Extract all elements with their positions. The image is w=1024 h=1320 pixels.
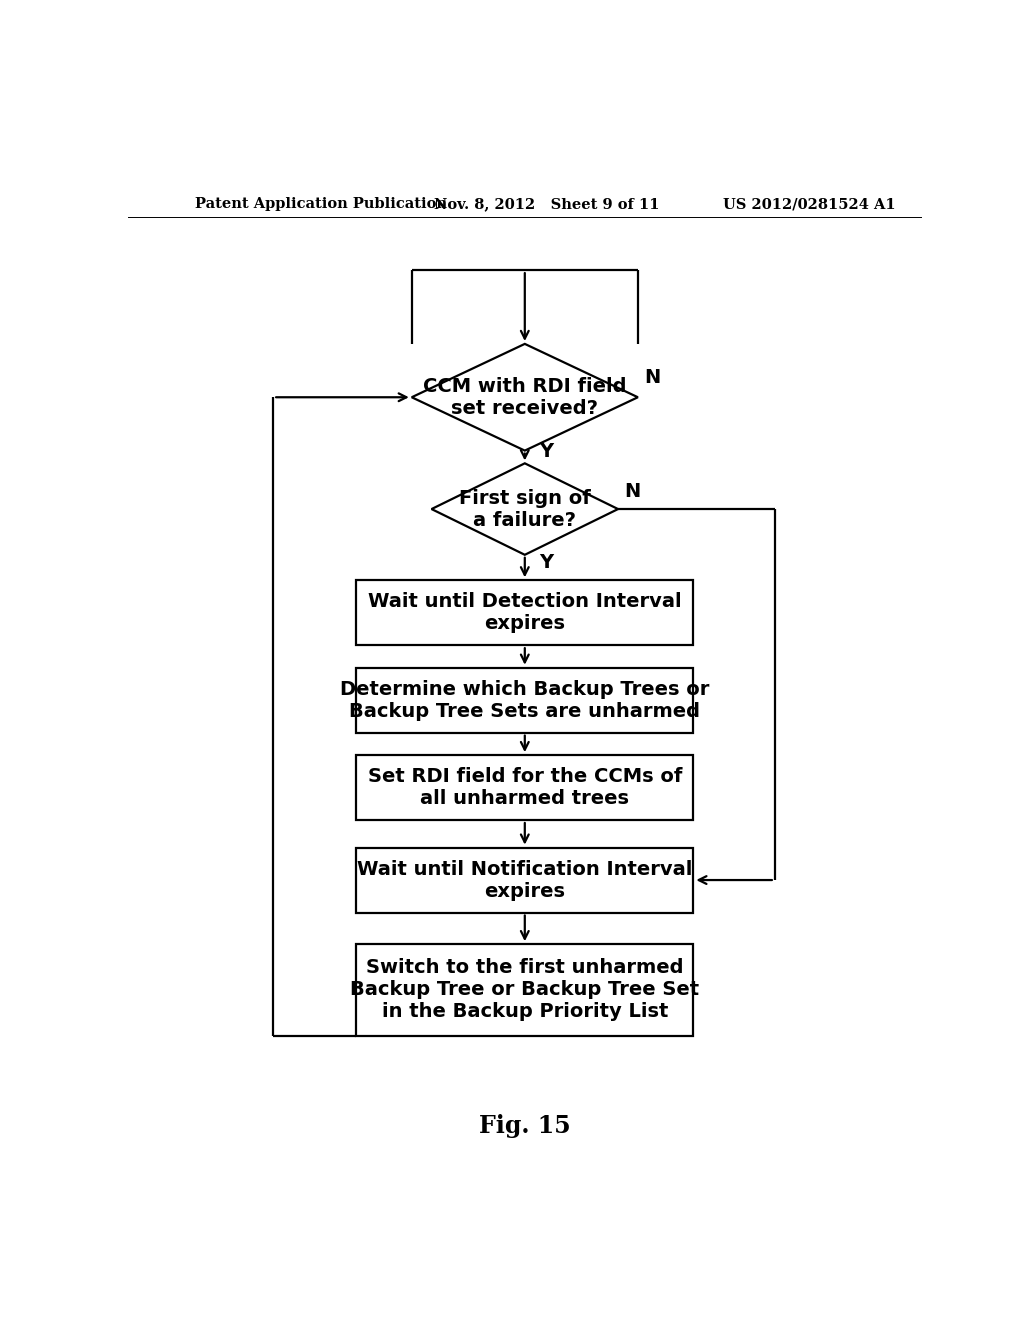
Text: US 2012/0281524 A1: US 2012/0281524 A1 bbox=[723, 197, 896, 211]
Polygon shape bbox=[431, 463, 618, 554]
Text: Determine which Backup Trees or
Backup Tree Sets are unharmed: Determine which Backup Trees or Backup T… bbox=[340, 680, 710, 721]
Polygon shape bbox=[412, 345, 638, 450]
FancyBboxPatch shape bbox=[356, 581, 693, 645]
Text: Wait until Notification Interval
expires: Wait until Notification Interval expires bbox=[357, 859, 692, 900]
Text: Fig. 15: Fig. 15 bbox=[479, 1114, 570, 1138]
Text: Wait until Detection Interval
expires: Wait until Detection Interval expires bbox=[368, 593, 682, 634]
Text: First sign of
a failure?: First sign of a failure? bbox=[459, 488, 591, 529]
Text: Set RDI field for the CCMs of
all unharmed trees: Set RDI field for the CCMs of all unharm… bbox=[368, 767, 682, 808]
FancyBboxPatch shape bbox=[356, 668, 693, 733]
Text: Switch to the first unharmed
Backup Tree or Backup Tree Set
in the Backup Priori: Switch to the first unharmed Backup Tree… bbox=[350, 958, 699, 1022]
FancyBboxPatch shape bbox=[356, 847, 693, 912]
Text: N: N bbox=[625, 482, 641, 500]
FancyBboxPatch shape bbox=[356, 944, 693, 1036]
Text: Y: Y bbox=[539, 553, 553, 572]
Text: Y: Y bbox=[539, 442, 553, 462]
FancyBboxPatch shape bbox=[356, 755, 693, 820]
Text: Patent Application Publication: Patent Application Publication bbox=[196, 197, 447, 211]
Text: CCM with RDI field
set received?: CCM with RDI field set received? bbox=[423, 376, 627, 417]
Text: Nov. 8, 2012   Sheet 9 of 11: Nov. 8, 2012 Sheet 9 of 11 bbox=[433, 197, 659, 211]
Text: N: N bbox=[644, 368, 660, 387]
